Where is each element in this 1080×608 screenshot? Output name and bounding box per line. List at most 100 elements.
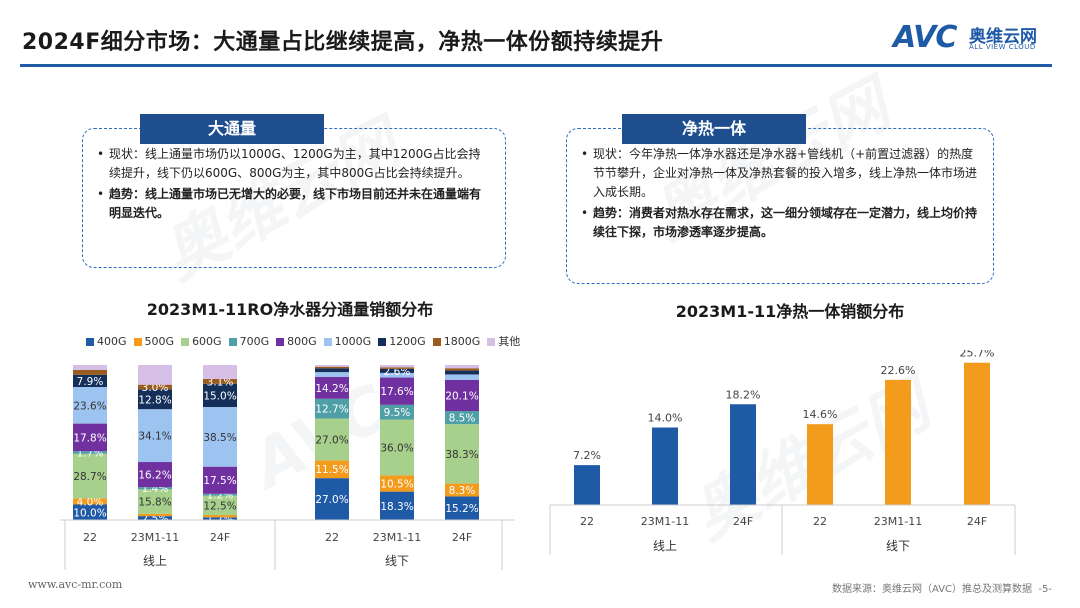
bar-segment: [380, 372, 414, 378]
group-label: 线下: [385, 554, 409, 568]
title-divider: [20, 64, 1052, 67]
bar-segment: [380, 377, 414, 405]
bar-segment: [315, 478, 349, 520]
legend-item: 700G: [228, 335, 270, 348]
right-section-heading: 净热一体: [622, 114, 806, 144]
bar-segment: [138, 389, 172, 410]
bar-segment: [138, 384, 172, 390]
bar-segment: [203, 383, 237, 408]
legend-label: 800G: [287, 335, 317, 348]
bar-segment: [315, 366, 349, 369]
data-label: 12.8%: [138, 394, 171, 406]
bar-segment: [315, 376, 349, 399]
data-label: 28.7%: [73, 471, 106, 483]
chart-legend: 400G 500G 600G 700G 800G 1000G 1200G 1800G 其他: [86, 333, 520, 349]
bar-segment: [380, 367, 414, 369]
bar-segment: [380, 404, 414, 420]
legend-label: 600G: [192, 335, 222, 348]
bar-segment: [73, 423, 107, 452]
legend-label: 1800G: [443, 335, 481, 348]
data-label: 20.1%: [445, 390, 478, 402]
legend-label: 400G: [97, 335, 127, 348]
legend-label: 其他: [498, 335, 521, 348]
legend-swatch: [228, 338, 237, 346]
bar: [964, 362, 990, 505]
bar-segment: [138, 489, 172, 514]
bar: [730, 404, 756, 505]
bar-segment: [380, 491, 414, 520]
data-label: 14.0%: [648, 412, 683, 425]
data-label: 22.6%: [881, 364, 916, 377]
bar-segment: [445, 374, 479, 380]
x-tick-label: 23M1-11: [874, 515, 922, 528]
legend-item: 400G: [86, 335, 127, 348]
bar-segment: [380, 419, 414, 476]
data-label: 17.8%: [73, 432, 106, 444]
data-label: 18.3%: [380, 501, 413, 513]
x-tick-label: 23M1-11: [131, 531, 179, 544]
bar-segment: [445, 411, 479, 425]
data-label: 7.9%: [77, 376, 104, 388]
bar-segment: [73, 451, 107, 454]
bar-segment: [138, 513, 172, 517]
data-label: 16.2%: [138, 470, 171, 482]
legend-item: 其他: [487, 333, 520, 349]
data-label: 12.5%: [203, 500, 236, 512]
footer-source-text: 数据来源：奥维云网（AVC）推总及测算数据: [832, 584, 1033, 595]
legend-swatch: [378, 338, 387, 346]
data-label: 10.0%: [73, 507, 106, 519]
left-trend-text: 线上通量市场已无增大的必要，线下市场目前还并未在通量端有明显迭代。: [109, 187, 482, 220]
bar-segment: [445, 424, 479, 484]
x-tick-label: 23M1-11: [641, 515, 689, 528]
data-label: 7.2%: [573, 449, 601, 462]
x-tick-label: 24F: [452, 531, 472, 544]
data-label: 14.2%: [315, 383, 348, 395]
x-tick-label: 24F: [210, 531, 230, 544]
x-tick-label: 22: [580, 515, 594, 528]
bar-segment: [445, 496, 479, 520]
legend-item: 600G: [181, 335, 222, 348]
group-label: 线下: [886, 539, 910, 553]
bar-segment: [315, 398, 349, 419]
bar: [885, 379, 911, 505]
bar-segment: [380, 475, 414, 492]
data-label: 17.6%: [380, 386, 413, 398]
bar-segment: [203, 466, 237, 494]
data-label: 12.7%: [315, 404, 348, 416]
left-section-heading: 大通量: [140, 114, 324, 144]
bar-segment: [138, 365, 172, 385]
bar-segment: [445, 379, 479, 412]
legend-label: 1200G: [389, 335, 426, 348]
bar-segment: [445, 368, 479, 371]
legend-item: 1800G: [432, 335, 481, 348]
x-tick-label: 24F: [967, 515, 987, 528]
bar-segment: [138, 487, 172, 490]
x-tick-label: 24F: [733, 515, 753, 528]
bar-segment: [203, 515, 237, 518]
right-status-text: 今年净热一体净水器还是净水器+管线机（+前置过滤器）的热度节节攀升，企业对净热一…: [593, 147, 978, 199]
left-chart-title: 2023M1-11RO净水器分通量销额分布: [146, 300, 434, 319]
x-tick-label: 22: [325, 531, 339, 544]
data-label: 3.0%: [142, 382, 169, 394]
data-label: 10.5%: [380, 478, 413, 490]
data-label: 14.6%: [803, 408, 838, 421]
right-status-label: 现状：: [593, 147, 630, 161]
brand-logo: AVC 奥维云网 ALL VIEW CLOUD: [893, 20, 1055, 56]
left-status: 现状：线上通量市场仍以1000G、1200G为主，其中1200G占比会持续提升，…: [97, 145, 491, 183]
bar-segment: [203, 407, 237, 467]
bar-segment: [315, 460, 349, 479]
x-tick-label: 22: [813, 515, 827, 528]
data-label: 15.0%: [203, 390, 236, 402]
left-status-label: 现状：: [109, 147, 146, 161]
logo-en: ALL VIEW CLOUD: [969, 43, 1036, 51]
data-label: 2.6%: [384, 366, 411, 378]
legend-swatch: [487, 338, 496, 346]
bar-segment: [73, 453, 107, 499]
right-chart-title: 2023M1-11净热一体销额分布: [675, 302, 905, 321]
page-title: 2024F细分市场：大通量占比继续提高，净热一体份额持续提升: [22, 30, 664, 55]
data-label: 25.7%: [960, 350, 995, 360]
data-label: 18.2%: [726, 388, 761, 401]
legend-label: 700G: [239, 335, 270, 348]
legend-swatch: [181, 338, 190, 346]
bar-segment: [445, 365, 479, 369]
